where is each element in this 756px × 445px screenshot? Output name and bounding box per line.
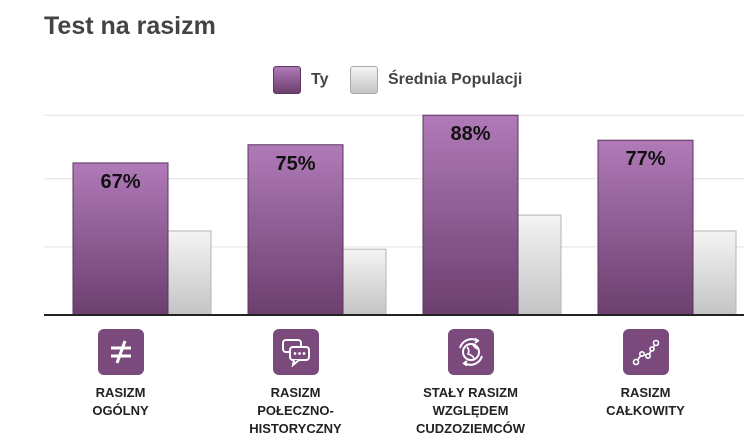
bar-ty — [247, 144, 344, 316]
category-label-line: POŁECZNO- — [257, 403, 334, 418]
legend-swatch-average — [350, 66, 378, 94]
not-equal-icon — [97, 329, 144, 375]
globe-icon — [447, 329, 494, 375]
chart-title: Test na rasizm — [44, 12, 216, 40]
category-label: STAŁY RASIZM WZGLĘDEM CUDZOZIEMCÓW — [391, 384, 551, 438]
bar-average — [167, 230, 212, 316]
category-label: RASIZM OGÓLNY — [41, 384, 201, 420]
value-label: 88% — [450, 123, 490, 145]
legend-item-ty: Ty — [273, 64, 328, 96]
legend-label-average: Średnia Populacji — [388, 71, 523, 88]
speech-bubbles-icon — [272, 329, 319, 375]
category-label-line: OGÓLNY — [92, 403, 149, 418]
category-label-line: WZGLĘDEM — [432, 403, 509, 418]
legend-item-average: Średnia Populacji — [350, 64, 522, 96]
bar-average — [342, 248, 387, 316]
value-label: 67% — [100, 171, 140, 193]
category-label-line: RASIZM — [95, 385, 146, 400]
category-label-line: RASIZM — [270, 385, 321, 400]
value-labels: 67% 75% 88% 77% — [100, 123, 665, 193]
legend-label-ty: Ty — [311, 71, 329, 88]
legend-swatch-ty — [273, 66, 301, 94]
category-label-line: STAŁY RASIZM — [423, 385, 518, 400]
category-label: RASIZM CAŁKOWITY — [566, 384, 726, 420]
value-label: 77% — [625, 148, 665, 170]
bar-ty — [422, 114, 519, 316]
constellation-icon — [622, 329, 669, 375]
category-label-line: CAŁKOWITY — [606, 403, 685, 418]
category-label-line: HISTORYCZNY — [249, 421, 342, 436]
category-label: RASIZM POŁECZNO- HISTORYCZNY — [216, 384, 376, 438]
bar-ty — [597, 139, 694, 316]
value-label: 75% — [275, 153, 315, 175]
bar-average — [517, 214, 562, 316]
category-label-line: RASIZM — [620, 385, 671, 400]
bar-ty — [72, 162, 169, 316]
bar-average — [692, 230, 737, 316]
bars — [72, 114, 737, 316]
legend: Ty Średnia Populacji — [0, 64, 756, 96]
category-label-line: CUDZOZIEMCÓW — [415, 421, 526, 436]
